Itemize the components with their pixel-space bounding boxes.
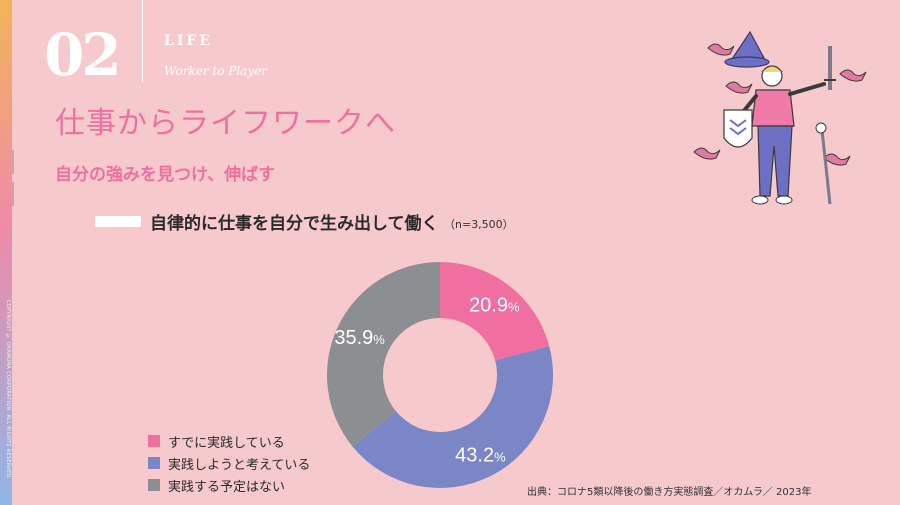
section-number: 02: [44, 21, 122, 89]
side-marker: [12, 182, 14, 206]
chart-title: 自律的に仕事を自分で生み出して働く: [150, 214, 439, 234]
knight-illustration: [693, 30, 867, 205]
slice-value-label: 43.2%: [455, 444, 506, 466]
chapter-label: LIFE: [164, 33, 214, 49]
header-divider: [142, 0, 143, 82]
side-color-strip: [0, 0, 12, 505]
legend-swatch: [148, 479, 160, 491]
legend-item: すでに実践している: [148, 430, 310, 452]
legend-swatch: [148, 457, 160, 469]
side-marker: [12, 150, 14, 174]
legend-label: すでに実践している: [168, 435, 285, 451]
legend-item: 実践しようと考えている: [148, 452, 310, 474]
donut-slices: [327, 262, 553, 489]
chart-legend: すでに実践している 実践しようと考えている 実践する予定はない: [148, 430, 310, 496]
legend-label: 実践する予定はない: [168, 479, 286, 495]
source-note: 出典：コロナ5類以降後の働き方実態調査／オカムラ／ 2023年: [527, 487, 812, 498]
donut-slice: [352, 346, 553, 489]
copyright-text: COPYRIGHT © OKAMURA CORPORATION. ALL RIG…: [5, 300, 11, 480]
question-marker-bar: [95, 216, 141, 227]
page-title: 仕事からライフワークへ: [55, 106, 396, 141]
sample-size: （n=3,500）: [444, 218, 514, 231]
donut-labels: 20.9% 43.2% 35.9%: [334, 295, 520, 467]
legend-swatch: [148, 435, 160, 447]
slice-value-label: 20.9%: [469, 295, 520, 317]
donut-slice: [327, 262, 440, 447]
legend-item: 実践する予定はない: [148, 474, 310, 496]
donut-slice: [440, 262, 550, 361]
page-subtitle: 自分の強みを見つけ、伸ばす: [55, 165, 276, 185]
slice-value-label: 35.9%: [334, 327, 385, 349]
donut-chart: 20.9% 43.2% 35.9%: [327, 262, 553, 489]
chapter-subtitle: Worker to Player: [164, 64, 267, 78]
legend-label: 実践しようと考えている: [168, 457, 311, 473]
